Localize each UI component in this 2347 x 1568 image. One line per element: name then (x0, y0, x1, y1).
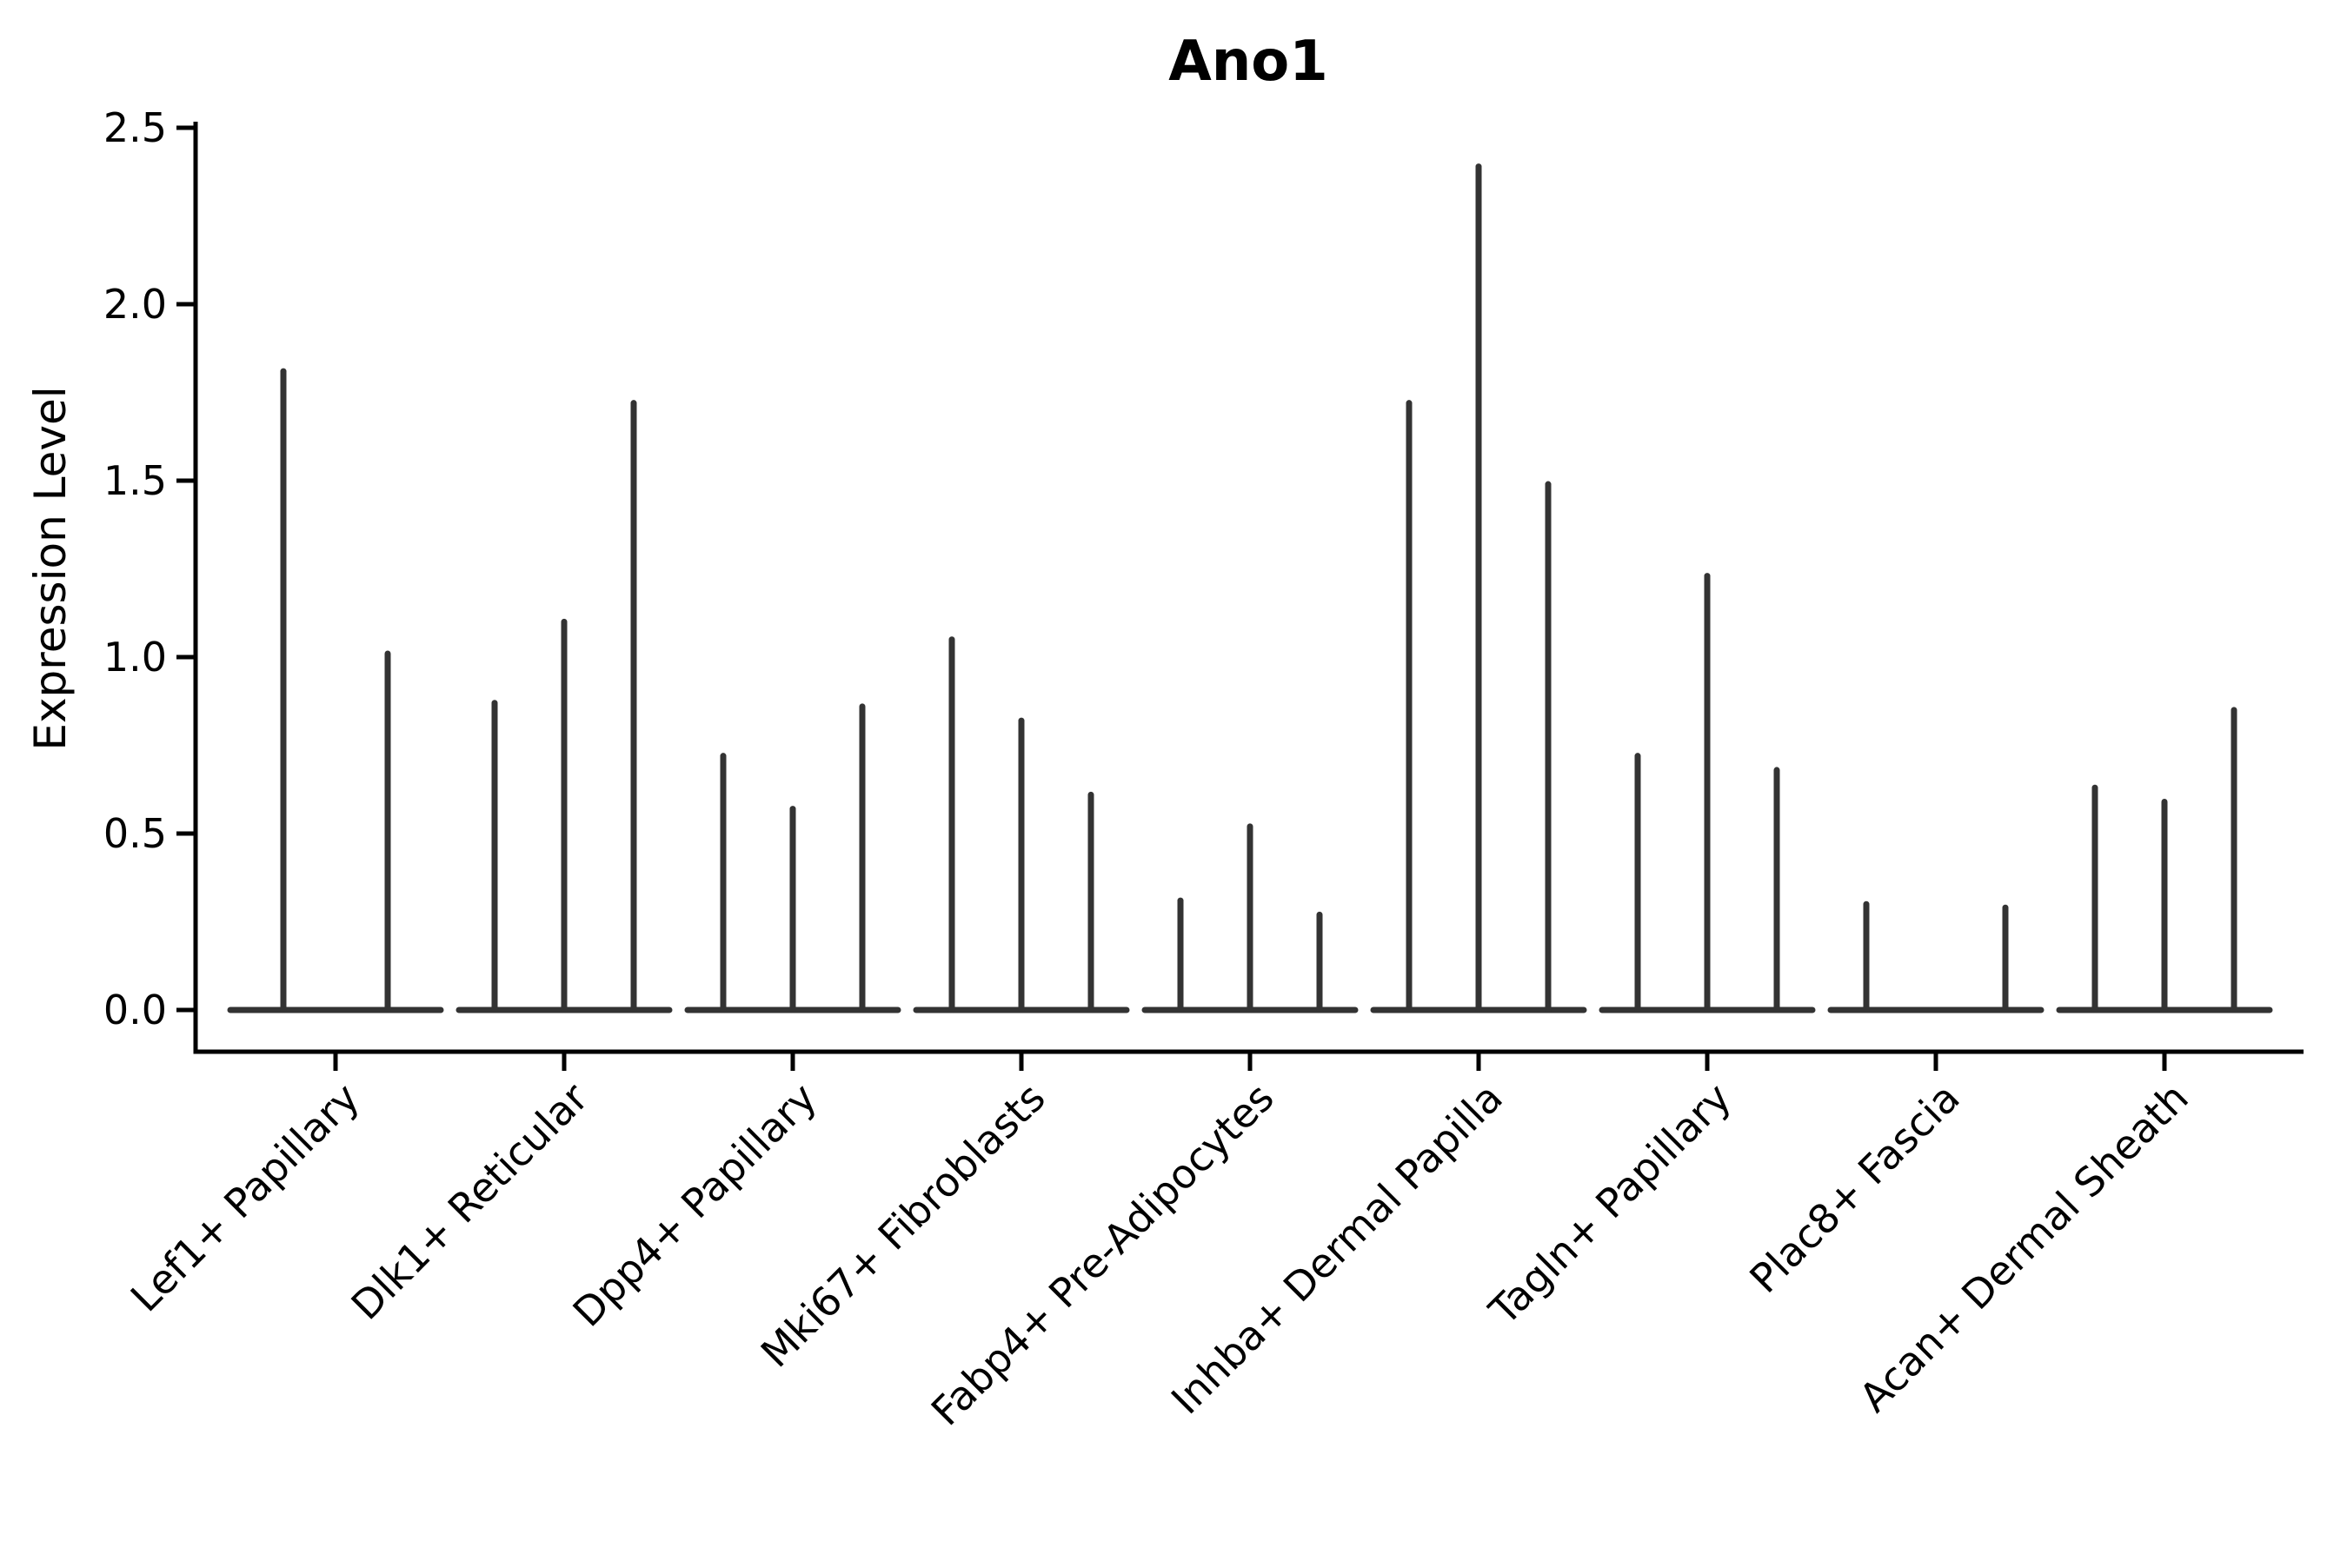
y-tick-label: 2.0 (103, 281, 167, 328)
y-tick-label: 0.5 (103, 810, 167, 857)
violin-group (913, 636, 1130, 1013)
y-tick-label: 1.0 (103, 634, 167, 681)
violin-group (455, 400, 673, 1013)
y-tick-label: 0.0 (103, 987, 167, 1033)
violin-group (684, 703, 901, 1013)
x-tick-label: Dlk1+ Reticular (342, 1074, 597, 1329)
violin-layer (227, 163, 2273, 1013)
plot-title: Ano1 (1168, 30, 1328, 94)
violin-group (1827, 900, 2044, 1013)
x-tick-label: Dpp4+ Papillary (564, 1074, 826, 1336)
x-tick-label: Plac8+ Fascia (1740, 1074, 1968, 1302)
x-tick-label: Tagln+ Papillary (1479, 1074, 1740, 1335)
y-tick-label: 1.5 (103, 457, 167, 504)
y-axis-label: Expression Level (25, 386, 76, 750)
y-tick-label: 2.5 (103, 104, 167, 151)
violin-group (2056, 707, 2273, 1013)
violin-group (227, 368, 444, 1013)
x-tick-label: Lef1+ Papillary (122, 1074, 369, 1321)
violin-group (1141, 823, 1359, 1013)
violin-group (1370, 163, 1587, 1013)
violin-group (1599, 573, 1816, 1013)
